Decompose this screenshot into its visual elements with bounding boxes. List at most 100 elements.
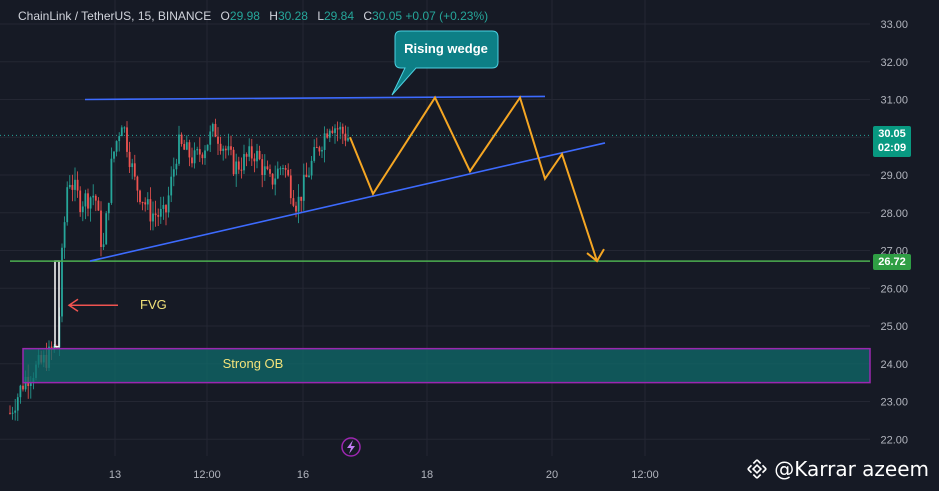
candle-body [300,196,303,201]
candle-body [183,143,186,150]
candle-body [284,168,287,170]
candle-body [107,202,110,214]
wedge-lower-line[interactable] [89,142,606,262]
candle-body [133,163,136,177]
high-label: H [269,9,278,23]
candle-body [341,126,344,134]
candle-body [159,208,162,217]
candle-body [334,128,336,133]
candle-body [141,202,144,204]
change-value: +0.07 (+0.23%) [405,9,489,23]
price-tick: 24.00 [880,359,908,371]
candle-body [230,146,232,150]
time-axis[interactable]: 13 12:00 16 18 20 12:00 [109,469,659,481]
time-tick: 18 [421,469,433,481]
candle-body [243,154,245,171]
watermark: @Karrar azeem [746,457,929,481]
candle-body [347,138,349,141]
rising-wedge-callout[interactable]: Rising wedge [391,30,499,96]
price-tick: 25.00 [880,321,908,333]
candle-body [328,130,331,138]
callout-text: Rising wedge [404,41,488,56]
candle-body [76,179,79,191]
candle-body [279,168,282,170]
candle-body [22,385,24,390]
candle-body [274,178,277,185]
candle-body [128,151,131,168]
candle-body [253,158,256,162]
candle-body [136,176,139,191]
drawings[interactable]: FVG [10,95,870,457]
price-tick: 28.00 [880,208,908,220]
candle-body [250,146,253,159]
projection-arrow-head [586,248,605,263]
candle-body [146,199,149,205]
candle-body [105,213,108,245]
order-block-zone[interactable]: Strong OB [22,347,871,384]
price-tick: 33.00 [880,19,908,31]
candle-body [258,150,261,160]
candle-body [313,147,316,161]
candle-body [222,148,225,151]
candle-body [193,150,196,164]
candle-body [97,200,100,211]
projection-path[interactable] [349,95,598,262]
candle-body [331,130,334,133]
candle-body [297,196,300,212]
candle-body [289,175,292,199]
price-tick: 29.00 [880,170,908,182]
candle-body [94,195,97,201]
wedge-upper-line[interactable] [84,95,546,101]
callout-bubble[interactable] [391,30,499,96]
candle-body [305,174,308,177]
candle-body [139,190,141,203]
candle-body [180,134,183,144]
candle-body [113,151,115,159]
candle-body [178,134,180,164]
low-label: L [317,9,324,23]
candle-body [282,168,284,170]
candle-body [219,143,222,151]
fvg-box[interactable] [54,260,60,348]
candle-body [84,193,87,207]
candle-body [172,169,175,177]
price-axis[interactable]: 33.0032.0031.0030.0029.0028.0027.0026.00… [880,19,908,446]
candle-body [165,205,167,213]
candle-body [92,195,95,198]
current-price-badge: 30.05 02:09 [873,126,911,157]
candle-body [292,198,295,206]
lightning-icon[interactable] [341,437,361,457]
candle-body [74,179,76,190]
candle-body [295,205,297,212]
candle-body [100,210,102,248]
candle-body [115,141,118,152]
candle-body [321,149,323,152]
candle-body [232,149,235,175]
symbol-name[interactable]: ChainLink / TetherUS, 15, BINANCE [18,9,212,23]
candle-body [310,160,313,176]
candle-body [16,397,19,411]
candle-body [81,206,84,213]
candle-body [237,161,240,170]
close-value: 30.05 [372,9,403,23]
candle-body [149,199,152,222]
time-tick: 12:00 [631,469,659,481]
candle-body [110,158,113,203]
price-tick: 26.00 [880,283,908,295]
symbol-info: ChainLink / TetherUS, 15, BINANCE O29.98… [18,9,488,23]
candles [9,118,349,421]
candle-body [266,166,269,170]
candle-body [245,154,248,157]
open-value: 29.98 [229,9,260,23]
candle-body [175,163,178,170]
time-tick: 20 [546,469,558,481]
candle-body [157,215,160,217]
price-tick: 31.00 [880,95,908,107]
candle-body [240,169,243,171]
candle-body [152,213,154,222]
candle-body [339,126,342,130]
order-block-rect[interactable] [22,347,871,384]
open-label: O [220,9,230,23]
